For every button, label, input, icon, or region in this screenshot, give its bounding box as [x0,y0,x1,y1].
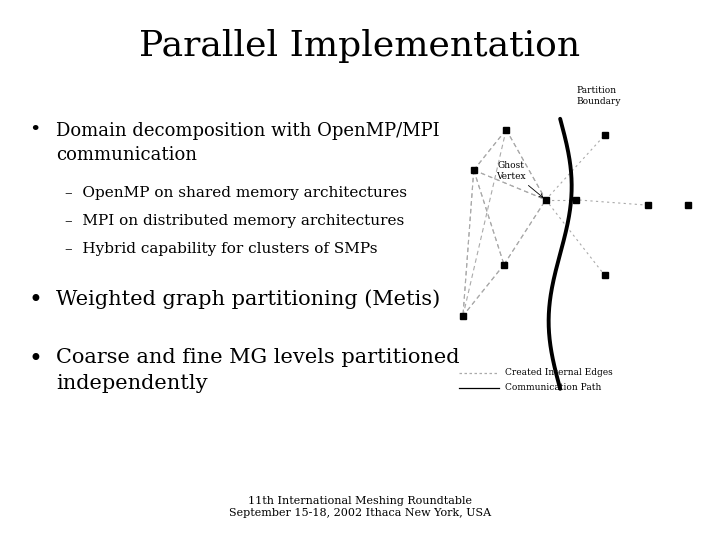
Text: •: • [29,122,40,139]
Text: –  OpenMP on shared memory architectures: – OpenMP on shared memory architectures [65,186,407,200]
Text: September 15-18, 2002 Ithaca New York, USA: September 15-18, 2002 Ithaca New York, U… [229,508,491,518]
Text: Parallel Implementation: Parallel Implementation [140,29,580,63]
Text: •: • [29,289,42,312]
Text: Domain decomposition with OpenMP/MPI
communication: Domain decomposition with OpenMP/MPI com… [56,122,440,164]
Text: 11th International Meshing Roundtable: 11th International Meshing Roundtable [248,496,472,506]
Text: Coarse and fine MG levels partitioned
independently: Coarse and fine MG levels partitioned in… [56,348,459,393]
Text: Created Internal Edges: Created Internal Edges [505,368,613,377]
Text: •: • [29,348,42,372]
Text: –  MPI on distributed memory architectures: – MPI on distributed memory architecture… [65,214,404,228]
Text: Ghost
Vertex: Ghost Vertex [496,161,543,198]
Text: –  Hybrid capability for clusters of SMPs: – Hybrid capability for clusters of SMPs [65,242,377,256]
Text: Partition
Boundary: Partition Boundary [576,86,621,106]
Text: Communication Path: Communication Path [505,383,601,392]
Text: Weighted graph partitioning (Metis): Weighted graph partitioning (Metis) [56,289,441,308]
